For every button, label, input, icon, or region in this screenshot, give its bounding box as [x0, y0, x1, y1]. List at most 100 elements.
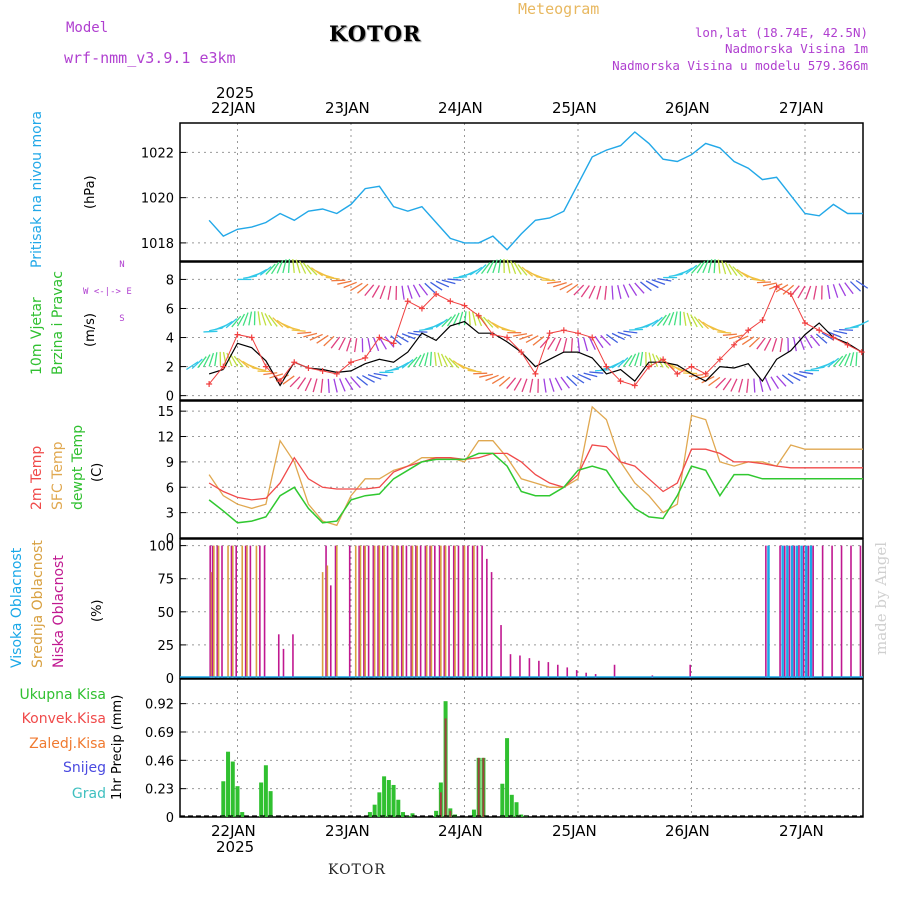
- cloud-panel: 0 25 50 75 100: [149, 538, 864, 687]
- wind-arrow: [839, 329, 854, 331]
- wind-arrow: [855, 352, 858, 367]
- wind-gust-marker: [206, 381, 213, 388]
- year-top: 2025: [216, 84, 255, 102]
- wind-arrow: [191, 358, 203, 370]
- wind-arrow: [746, 275, 760, 281]
- wind-arrow: [231, 315, 242, 328]
- wind-arrow: [373, 337, 380, 352]
- wind-arrow: [320, 378, 324, 393]
- wind-arrow: [330, 336, 341, 349]
- footer-location: KOTOR: [328, 862, 386, 878]
- pressure-ytick-label: 1020: [141, 192, 174, 207]
- precip-total-bar: [396, 799, 401, 817]
- elevation: Nadmorska Visina 1m: [725, 41, 868, 56]
- wind-arrow: [272, 317, 284, 328]
- wind-gust-marker: [333, 370, 340, 377]
- wind-arrow: [623, 330, 638, 334]
- wind-arrow: [789, 285, 800, 297]
- wind-arrow: [303, 332, 318, 338]
- wind-arrow: [547, 281, 562, 285]
- wind-arrow: [343, 281, 357, 289]
- wind-ytick-label: 6: [166, 302, 174, 317]
- wind-gust-marker: [787, 290, 794, 297]
- wind-arrow: [717, 331, 732, 334]
- wind-arrow: [721, 260, 727, 275]
- wind-arrow: [472, 311, 477, 326]
- wind-arrow: [781, 374, 794, 385]
- wind-arrow: [463, 311, 467, 326]
- wind-arrow: [309, 333, 323, 341]
- wind-arrow: [686, 312, 693, 327]
- cloud-bars: [209, 545, 862, 678]
- wind-arrow: [236, 313, 246, 327]
- bottom-day-25: 25JAN: [552, 822, 597, 840]
- wind-arrow: [821, 332, 835, 341]
- wind-gust-marker: [461, 302, 468, 309]
- wind-arrow: [604, 285, 608, 300]
- temperature-ytick-label: 0: [166, 532, 174, 547]
- wind-arrow: [645, 319, 659, 328]
- precip-ytick-label: 0.69: [145, 726, 174, 741]
- wind-arrow: [282, 375, 295, 385]
- wind-arrow: [510, 260, 517, 275]
- wind-arrow: [430, 321, 444, 329]
- wind-arrow: [481, 262, 491, 275]
- wind-gust-marker: [376, 334, 383, 341]
- meteogram-label: Meteogram: [518, 0, 600, 18]
- wind-arrow: [441, 279, 456, 285]
- wind-arrow: [600, 334, 611, 346]
- wind-arrow: [799, 370, 814, 375]
- wind-arrow: [396, 334, 409, 343]
- wind-arrow: [483, 316, 494, 328]
- wind-arrow: [793, 372, 808, 378]
- wind-arrow: [387, 285, 392, 300]
- wind-arrow: [434, 351, 437, 367]
- wind-arrow: [208, 352, 215, 367]
- wind-arrow: [353, 338, 358, 353]
- wind-arrow: [435, 280, 450, 288]
- model-elevation: Nadmorska Visina u modelu 579.366m: [612, 58, 868, 73]
- wind-arrow: [233, 355, 244, 368]
- wind-arrow: [257, 311, 261, 326]
- wind-arrow: [226, 282, 239, 287]
- wind-arrow: [611, 359, 625, 369]
- wind-arrow: [554, 377, 563, 391]
- precip-total-bar: [372, 804, 377, 817]
- wind-arrow: [452, 312, 460, 326]
- cloud-ytick-label: 100: [149, 540, 174, 555]
- precip-total-bar: [240, 812, 245, 817]
- wind-arrow: [333, 378, 338, 393]
- wind-arrow: [583, 337, 589, 352]
- wind-arrow: [350, 282, 363, 292]
- wind-arrow: [813, 285, 817, 300]
- wind-arrow: [844, 352, 851, 367]
- wind-gust-marker: [773, 283, 780, 290]
- wind-arrow: [573, 284, 585, 296]
- wind-arrow: [257, 370, 272, 373]
- precip-total-bar: [401, 812, 406, 817]
- bottom-day-24: 24JAN: [438, 822, 483, 840]
- wind-arrow: [651, 316, 663, 327]
- wind-arrow: [498, 376, 511, 387]
- wind-arrow: [535, 275, 550, 281]
- wind-arrow: [473, 372, 488, 375]
- wind-gust-marker: [291, 359, 298, 366]
- wind-arrow: [532, 336, 545, 346]
- wind-arrow: [468, 311, 471, 326]
- wind-arrow: [708, 376, 721, 387]
- wind-gust-marker: [702, 370, 709, 377]
- wind-gust-marker: [759, 317, 766, 324]
- wind-arrow: [491, 375, 505, 385]
- wind-arrow: [849, 352, 855, 367]
- pressure-frame: [179, 122, 864, 262]
- precip-total-bar: [377, 792, 382, 817]
- top-day-26: 26JAN: [665, 99, 710, 117]
- wind-arrow: [622, 355, 633, 367]
- wind-arrow: [594, 369, 610, 372]
- wind-arrow: [668, 311, 675, 326]
- wind-arrow: [271, 261, 280, 275]
- wind-arrow: [225, 318, 238, 329]
- wind-arrow: [325, 276, 340, 280]
- wind-arrow: [805, 285, 812, 300]
- wind-gust-marker: [447, 298, 454, 305]
